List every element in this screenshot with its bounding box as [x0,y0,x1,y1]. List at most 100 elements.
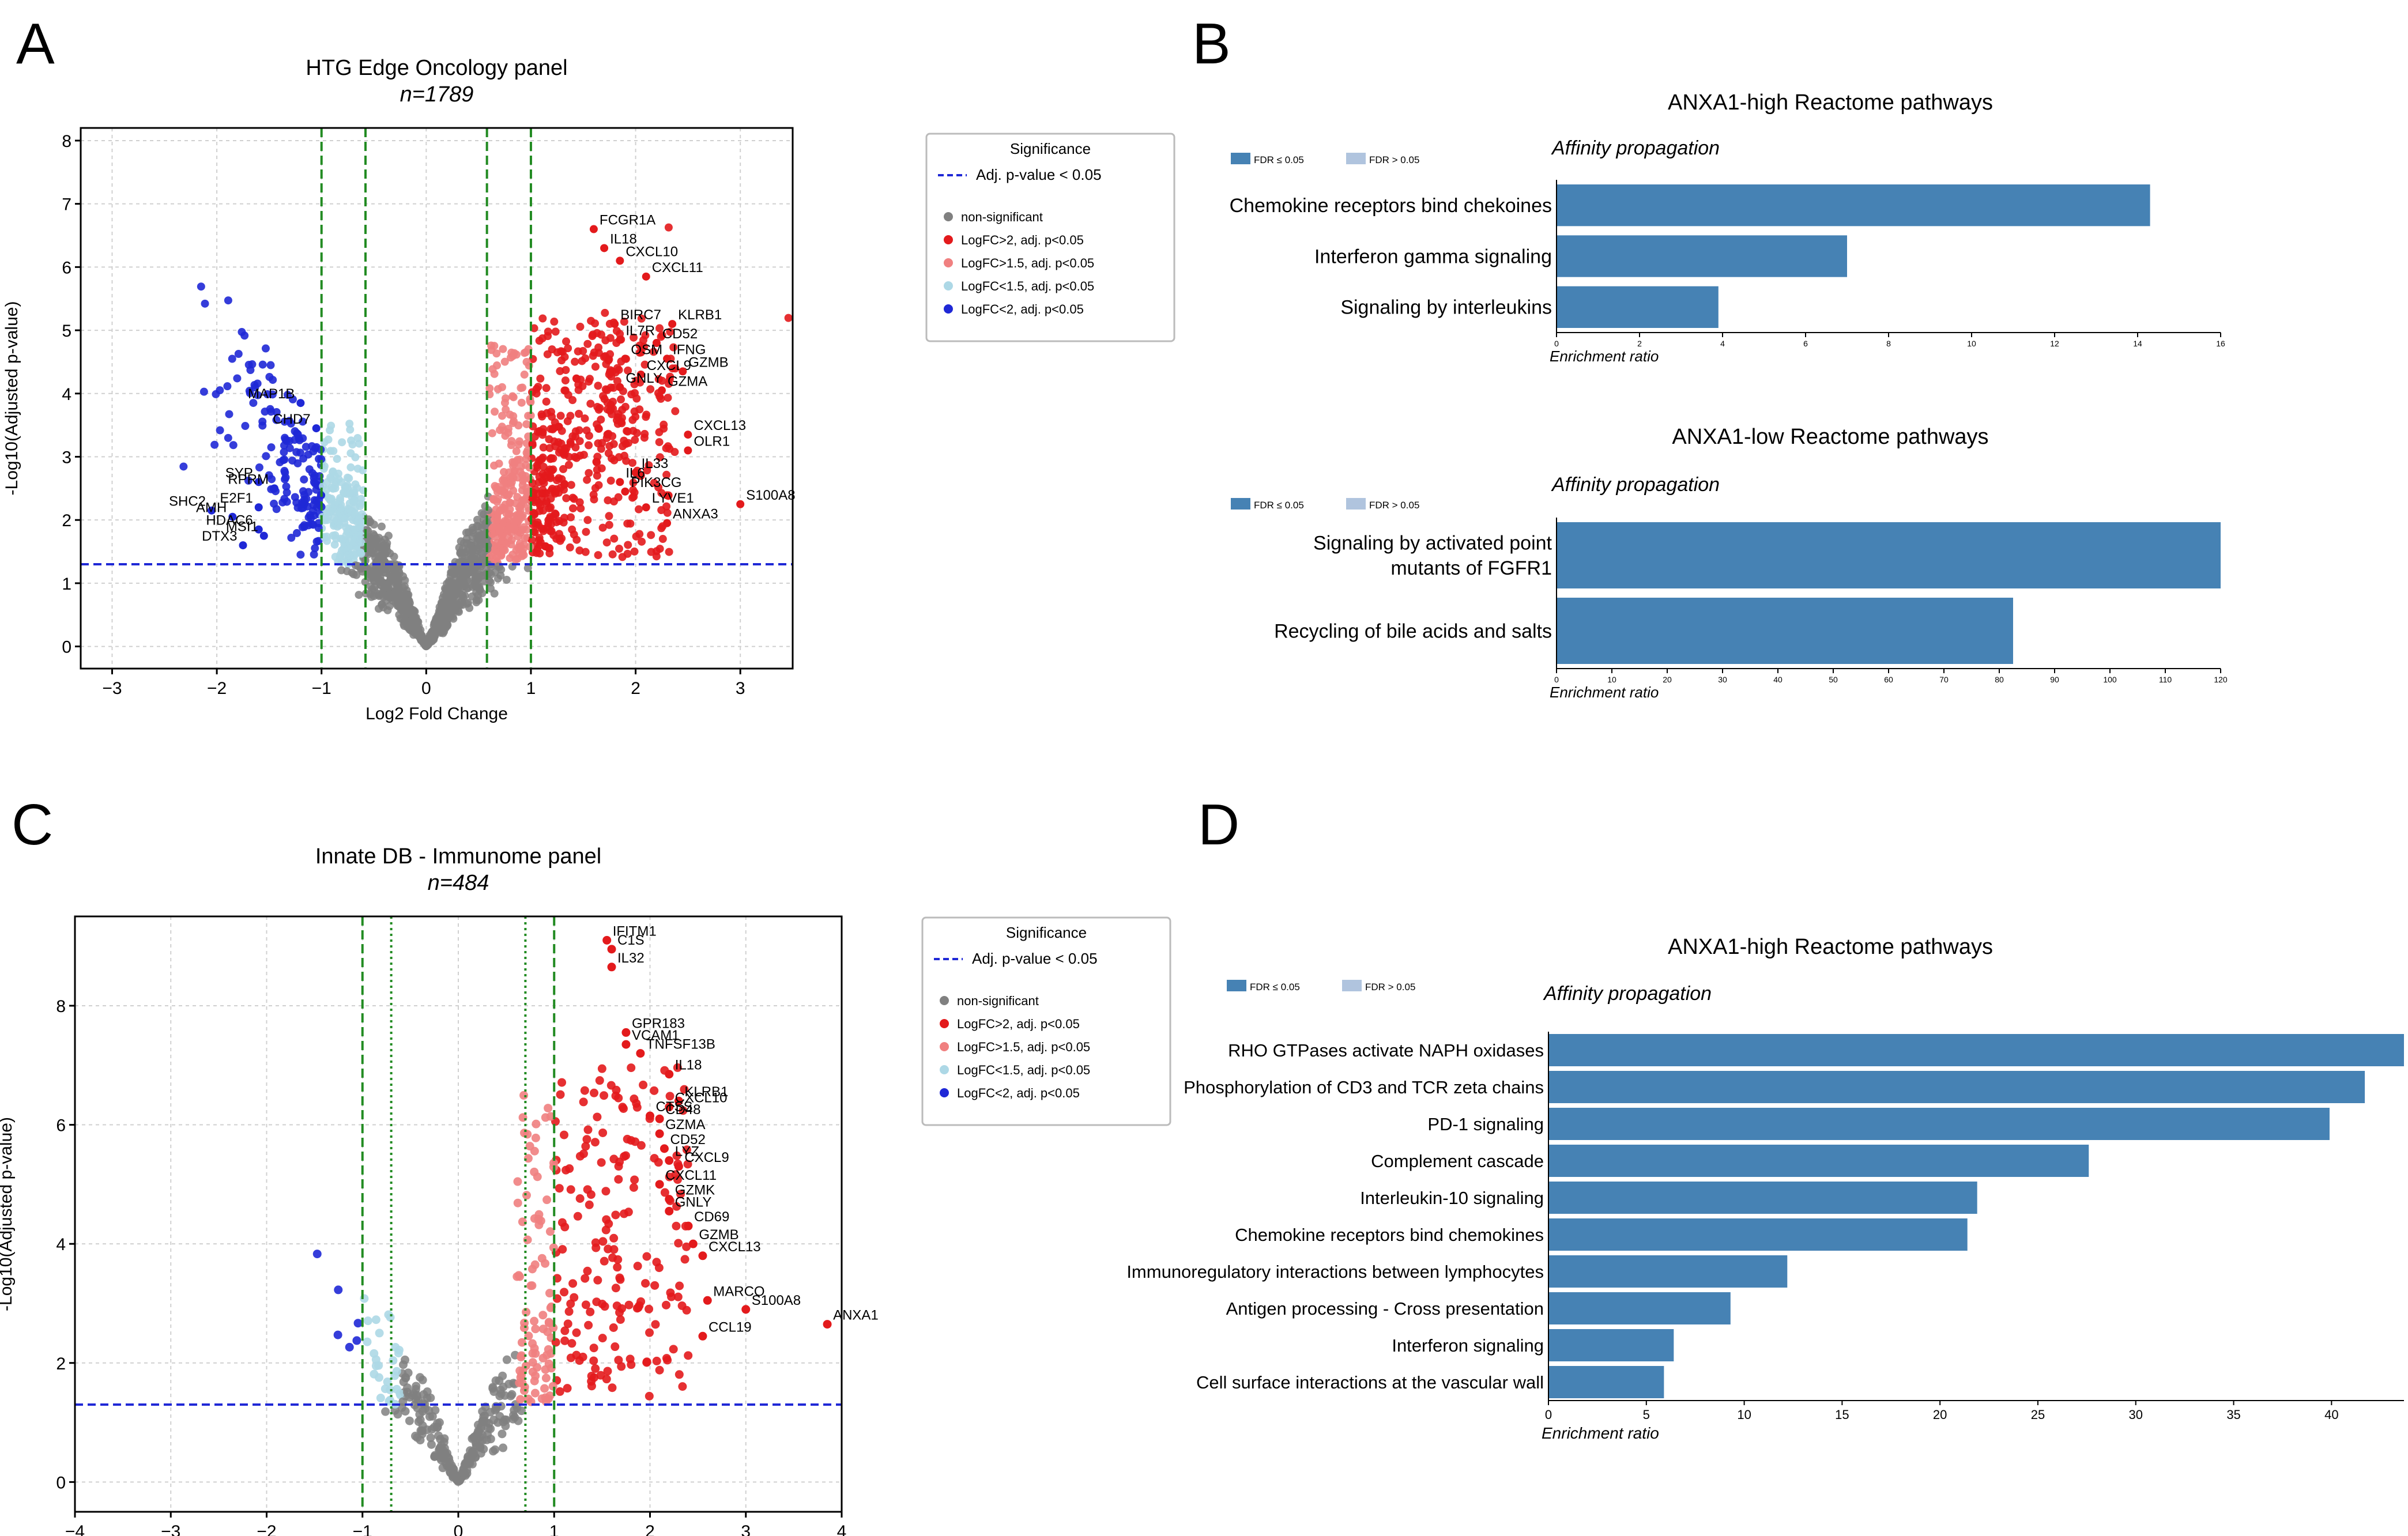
gene-label: MAP1B [248,386,295,402]
data-point-nonsig [440,590,449,599]
data-point-down15 [350,525,359,534]
x-tick-label: 2 [1637,339,1642,348]
data-point-up2 [591,1364,600,1373]
data-point-down2 [179,462,188,471]
data-point-up15 [541,1373,551,1383]
gene-point [607,963,616,972]
x-tick-label: 10 [1737,1407,1751,1422]
data-point-up2 [550,318,559,326]
data-point-up2 [636,1141,646,1150]
bar-category-label: PD-1 signaling [1427,1114,1544,1134]
data-point-nonsig [405,600,413,609]
x-tick-label: 5 [1643,1407,1650,1422]
data-point-up15 [500,467,508,476]
data-point-up2 [677,1301,687,1310]
data-point-up2 [583,516,592,524]
data-point-up2 [556,1090,565,1099]
data-point-up15 [545,1227,555,1236]
data-point-up2 [572,454,581,462]
x-tick-label: −4 [65,1522,85,1536]
data-point-down15 [357,549,365,558]
data-point-nonsig [370,592,378,601]
data-point-nonsig [473,515,481,524]
data-point-up2 [566,543,574,552]
data-point-up2 [581,1300,590,1309]
data-point-up2 [582,1135,591,1144]
x-tick-label: 30 [2129,1407,2143,1422]
data-point-up2 [635,341,644,350]
data-point-nonsig [426,1393,435,1402]
gene-label: CXCL9 [684,1150,729,1165]
data-point-up15 [528,1367,537,1376]
data-point-down2 [276,458,284,467]
data-point-up2 [581,414,589,423]
data-point-nonsig [446,600,455,609]
data-point-up2 [579,451,588,459]
data-point-down2 [258,360,267,369]
legend-swatch-up2 [944,235,953,244]
y-tick-label: 4 [56,1235,66,1254]
data-point-up15 [488,365,497,373]
data-point-nonsig [367,539,375,548]
data-point-up2 [634,1303,643,1312]
data-point-up15 [530,1146,539,1156]
data-point-nonsig [507,1390,517,1399]
gene-point [228,512,237,521]
data-point-up2 [624,541,632,549]
data-point-down2 [267,475,276,484]
data-point-up2 [640,360,649,369]
data-point-up15 [531,1133,540,1142]
panel-label-a: A [16,12,55,76]
data-point-up2 [557,1078,567,1087]
data-point-nonsig [361,578,370,586]
data-point-up2 [566,1185,575,1194]
data-point-nonsig [427,1425,436,1434]
data-point-up2 [609,1245,619,1254]
data-point-down15 [341,514,349,523]
data-point-up15 [517,462,525,471]
data-point-up2 [655,324,664,333]
data-point-up15 [523,1235,532,1244]
data-point-nonsig [434,1431,443,1440]
data-point-up2 [545,435,553,444]
data-point-nonsig [421,640,430,649]
legend-entry-label: non-significant [957,994,1039,1008]
data-point-up2 [575,1152,585,1161]
x-tick-label: 10 [1607,675,1616,684]
data-point-down2 [280,495,289,503]
data-point-up15 [485,384,494,393]
data-point-up2 [675,1281,684,1290]
x-tick-label: 80 [1995,675,2004,684]
data-point-up2 [537,524,546,533]
legend-entry-label: LogFC<1.5, adj. p<0.05 [957,1063,1090,1077]
data-point-up15 [530,1388,540,1398]
data-point-up2 [614,1162,623,1171]
data-point-up2 [533,461,541,470]
data-point-down15 [383,1378,392,1387]
data-point-down2 [261,344,270,353]
data-point-down2 [310,550,318,558]
data-point-up2 [666,327,674,336]
data-point-down2 [281,473,290,482]
data-point-up2 [676,1190,685,1199]
data-point-up2 [597,415,605,424]
gene-point [621,1040,631,1049]
data-point-up2 [549,531,558,539]
data-point-up15 [545,1289,554,1298]
gene-point [684,431,692,439]
data-point-up15 [510,524,519,533]
data-point-up2 [610,534,619,543]
data-point-up2 [575,546,584,555]
legend-swatch-down2 [944,304,953,314]
data-point-up15 [508,392,517,401]
data-point-up2 [611,1091,620,1100]
data-point-down2 [299,434,307,443]
data-point-up2 [601,385,610,394]
gene-point [589,225,598,233]
data-point-up2 [593,452,602,461]
data-point-up2 [575,498,584,507]
data-point-up2 [542,397,551,406]
x-tick-label: 1 [526,679,536,698]
x-tick-label: 3 [741,1522,751,1536]
data-point-up2 [627,1063,636,1073]
